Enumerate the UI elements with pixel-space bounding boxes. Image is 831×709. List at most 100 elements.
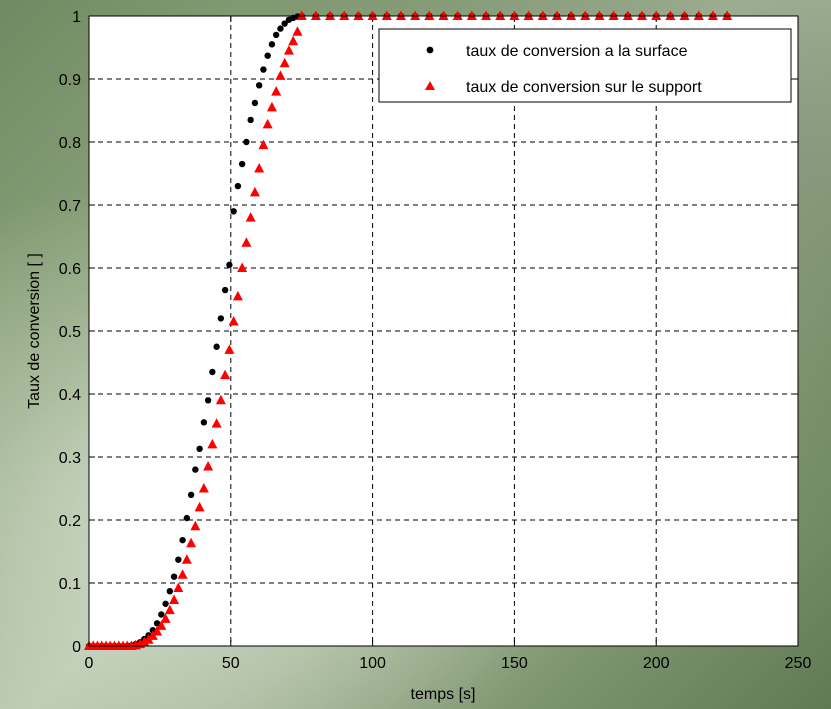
data-point-support — [224, 344, 235, 354]
data-point-support — [258, 139, 269, 150]
y-tick-label: 0.1 — [59, 576, 81, 593]
data-point-support — [594, 10, 605, 20]
legend-label-support: taux de conversion sur le support — [466, 79, 702, 96]
y-tick-label: 0.8 — [59, 135, 81, 152]
data-point-surface — [204, 397, 212, 404]
data-point-support — [466, 10, 477, 20]
data-point-surface — [192, 466, 199, 473]
data-point-surface — [268, 41, 276, 48]
data-point-support — [537, 10, 548, 20]
data-point-support — [325, 10, 336, 20]
data-point-support — [523, 10, 534, 20]
data-point-support — [271, 86, 282, 96]
data-point-surface — [255, 82, 263, 89]
data-point-support — [381, 10, 392, 20]
data-point-support — [207, 438, 218, 449]
data-point-support — [156, 620, 167, 630]
data-point-surface — [272, 31, 280, 39]
data-point-surface — [175, 556, 182, 563]
data-point-support — [622, 10, 633, 20]
legend: taux de conversion a la surface taux de … — [378, 28, 792, 103]
data-point-support — [292, 26, 303, 36]
data-point-surface — [264, 52, 271, 59]
x-tick-label: 150 — [501, 655, 528, 672]
data-point-support — [215, 394, 226, 405]
x-tick-label: 50 — [222, 655, 240, 672]
data-point-support — [580, 10, 591, 20]
data-point-surface — [213, 343, 220, 350]
data-point-support — [186, 537, 197, 548]
data-series — [84, 10, 733, 650]
data-point-surface — [226, 261, 233, 269]
axis-ticks: 0 50 100 150 200 250 0 0.1 0.2 0.3 0.4 0.5 0.6 0.7 0.8… — [59, 9, 812, 672]
data-point-support — [245, 212, 256, 222]
data-point-surface — [166, 587, 174, 595]
data-point-support — [481, 10, 492, 20]
legend-marker-support — [425, 81, 435, 90]
data-point-support — [707, 10, 718, 20]
data-point-support — [339, 10, 350, 20]
data-point-surface — [162, 600, 169, 607]
data-point-support — [275, 70, 286, 80]
data-point-surface — [277, 25, 284, 32]
data-point-surface — [230, 208, 237, 215]
x-axis-title: temps [s] — [411, 686, 476, 703]
data-point-surface — [247, 116, 254, 124]
y-tick-label: 0.6 — [59, 261, 81, 278]
data-point-support — [152, 626, 163, 636]
data-point-surface — [187, 491, 195, 498]
data-point-surface — [153, 620, 161, 627]
data-point-surface — [221, 286, 229, 294]
data-point-support — [139, 636, 150, 647]
y-tick-label: 0 — [72, 639, 81, 656]
data-point-support — [249, 186, 260, 197]
data-point-support — [177, 569, 188, 579]
data-point-support — [160, 613, 171, 623]
series-support — [84, 10, 733, 650]
data-point-support — [495, 10, 506, 20]
data-point-support — [228, 316, 239, 326]
data-point-support — [551, 10, 562, 20]
data-point-surface — [209, 368, 216, 376]
data-point-support — [262, 118, 273, 129]
data-point-support — [211, 418, 222, 428]
data-point-support — [279, 57, 290, 68]
x-tick-label: 200 — [643, 655, 670, 672]
data-point-support — [310, 10, 321, 20]
data-point-support — [266, 101, 277, 112]
data-point-support — [283, 45, 294, 55]
data-point-support — [410, 10, 421, 20]
legend-box — [378, 28, 792, 103]
y-tick-label: 0.4 — [59, 387, 81, 404]
data-point-surface — [196, 445, 203, 453]
data-point-surface — [183, 514, 191, 522]
data-point-support — [452, 10, 463, 20]
data-point-support — [395, 10, 406, 20]
data-point-support — [232, 290, 243, 301]
data-point-surface — [260, 66, 267, 73]
y-tick-label: 0.2 — [59, 513, 81, 530]
y-axis-title: Taux de conversion [ ] — [26, 253, 43, 409]
data-point-support — [424, 10, 435, 20]
data-point-support — [679, 10, 690, 20]
data-point-support — [194, 501, 205, 512]
y-tick-label: 0.5 — [59, 324, 81, 341]
data-point-support — [237, 262, 248, 272]
data-point-support — [220, 369, 231, 380]
y-tick-label: 1 — [72, 9, 81, 26]
x-tick-label: 250 — [785, 655, 812, 672]
data-point-surface — [234, 182, 242, 190]
data-point-support — [173, 582, 184, 593]
data-point-support — [438, 10, 449, 20]
data-point-surface — [243, 138, 250, 146]
data-point-support — [651, 10, 662, 20]
data-point-support — [509, 10, 520, 20]
data-point-support — [353, 10, 364, 20]
legend-label-surface: taux de conversion a la surface — [466, 43, 688, 60]
data-point-surface — [251, 99, 259, 107]
data-point-surface — [281, 20, 288, 27]
data-point-surface — [238, 160, 246, 168]
data-point-surface — [158, 611, 165, 618]
